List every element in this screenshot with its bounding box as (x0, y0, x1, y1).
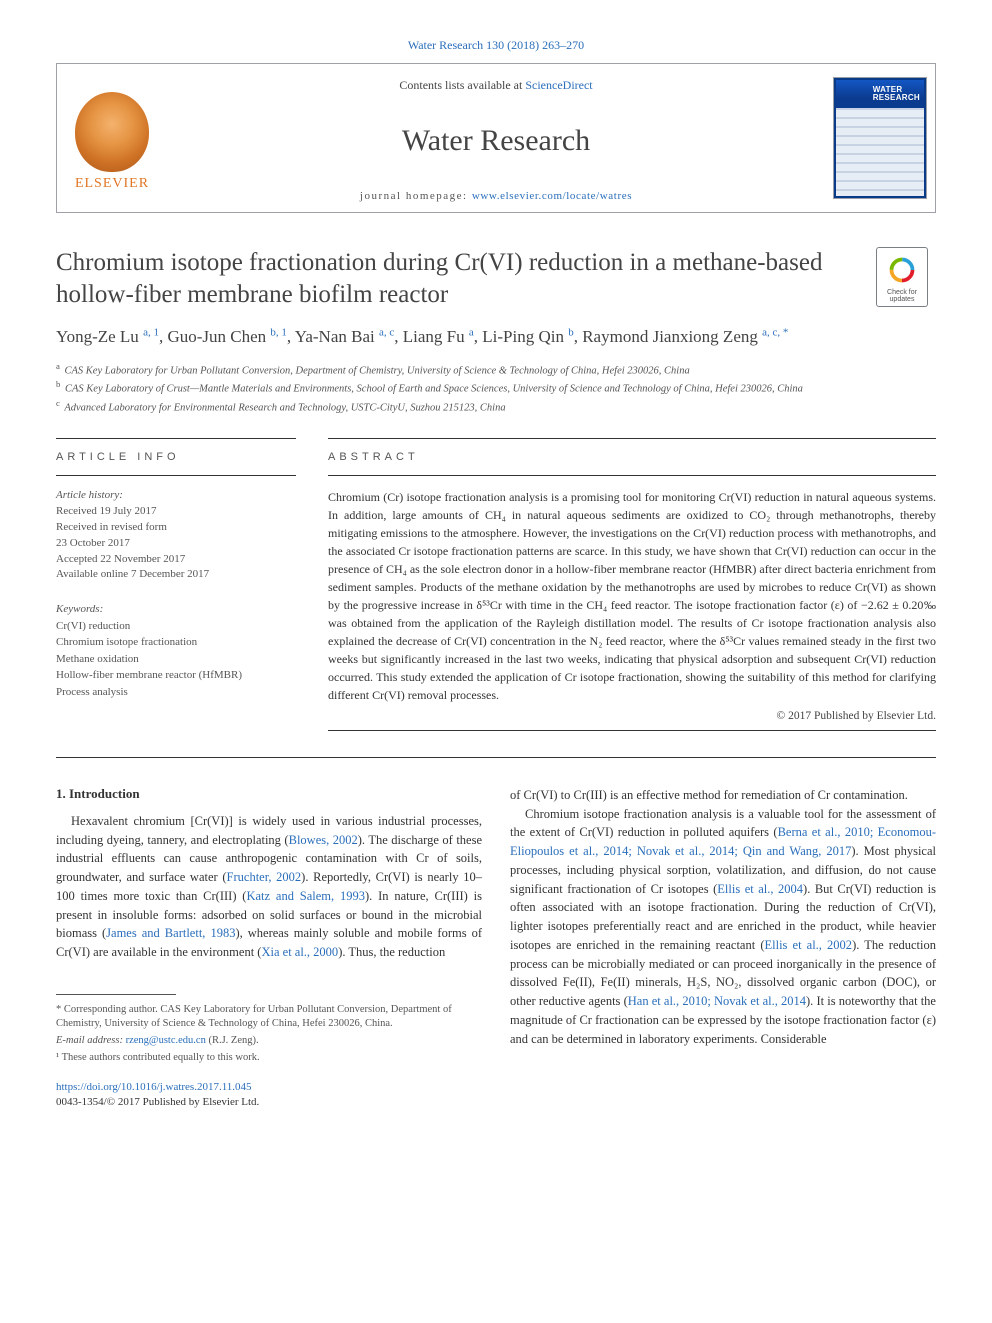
elsevier-wordmark: ELSEVIER (75, 176, 149, 192)
doi-block: https://doi.org/10.1016/j.watres.2017.11… (56, 1080, 482, 1111)
right-column: of Cr(VI) to Cr(III) is an effective met… (510, 786, 936, 1111)
homepage-link[interactable]: www.elsevier.com/locate/watres (472, 190, 632, 202)
abstract-col: ABSTRACT Chromium (Cr) isotope fractiona… (328, 438, 936, 743)
history-block: Article history: Received 19 July 2017 R… (56, 488, 296, 584)
author-list: Yong-Ze Lu a, 1, Guo-Jun Chen b, 1, Ya-N… (56, 325, 936, 350)
cover-badge-text: WATER RESEARCH (873, 86, 920, 102)
body-paragraph: Chromium isotope fractionation analysis … (510, 805, 936, 1049)
affiliations: a CAS Key Laboratory for Urban Pollutant… (56, 360, 936, 416)
full-width-rule (56, 757, 936, 758)
cover-thumb-cell: WATER RESEARCH (825, 64, 935, 212)
issn-line: 0043-1354/© 2017 Published by Elsevier L… (56, 1095, 482, 1110)
keyword: Chromium isotope fractionation (56, 634, 296, 651)
sciencedirect-link[interactable]: ScienceDirect (525, 78, 592, 92)
contents-line: Contents lists available at ScienceDirec… (175, 78, 817, 93)
affiliation-row: a CAS Key Laboratory for Urban Pollutant… (56, 360, 936, 379)
banner-center: Contents lists available at ScienceDirec… (167, 64, 825, 212)
homepage-line: journal homepage: www.elsevier.com/locat… (175, 190, 817, 202)
article-info-col: ARTICLE INFO Article history: Received 1… (56, 438, 296, 743)
section-heading: 1. Introduction (56, 786, 482, 802)
email-link[interactable]: rzeng@ustc.edu.cn (126, 1035, 206, 1046)
doi-link[interactable]: https://doi.org/10.1016/j.watres.2017.11… (56, 1081, 252, 1093)
history-line: Available online 7 December 2017 (56, 567, 296, 583)
body-grid: 1. Introduction Hexavalent chromium [Cr(… (56, 786, 936, 1111)
history-line: Received in revised form (56, 520, 296, 536)
keyword: Process analysis (56, 684, 296, 701)
info-abstract-row: ARTICLE INFO Article history: Received 1… (56, 438, 936, 743)
journal-name: Water Research (175, 124, 817, 158)
corresponding-note: * Corresponding author. CAS Key Laborato… (56, 1003, 482, 1032)
crossmark-icon (887, 255, 917, 285)
homepage-prefix: journal homepage: (360, 190, 472, 202)
email-note: E-mail address: rzeng@ustc.edu.cn (R.J. … (56, 1034, 482, 1049)
keywords-head: Keywords: (56, 601, 296, 618)
cover-top-strip: WATER RESEARCH (836, 80, 924, 108)
elsevier-tree-icon (75, 92, 149, 172)
body-paragraph: of Cr(VI) to Cr(III) is an effective met… (510, 786, 936, 805)
abstract-head: ABSTRACT (328, 451, 936, 463)
journal-cover-thumb: WATER RESEARCH (834, 78, 926, 198)
citation-line: Water Research 130 (2018) 263–270 (56, 38, 936, 53)
affiliation-row: c Advanced Laboratory for Environmental … (56, 397, 936, 416)
keywords-block: Keywords: Cr(VI) reduction Chromium isot… (56, 601, 296, 700)
title-block: Chromium isotope fractionation during Cr… (56, 247, 936, 311)
left-column: 1. Introduction Hexavalent chromium [Cr(… (56, 786, 482, 1111)
citation-text: Water Research 130 (2018) 263–270 (408, 38, 584, 52)
copyright-line: © 2017 Published by Elsevier Ltd. (328, 710, 936, 722)
crossmark-badge[interactable]: Check forupdates (876, 247, 928, 307)
crossmark-label: Check forupdates (887, 289, 917, 304)
cover-waves-icon (836, 108, 924, 196)
article-info-head: ARTICLE INFO (56, 451, 296, 463)
equal-contrib-note: ¹ These authors contributed equally to t… (56, 1051, 482, 1066)
keyword: Cr(VI) reduction (56, 618, 296, 635)
elsevier-logo: ELSEVIER (69, 84, 155, 192)
keyword: Hollow-fiber membrane reactor (HfMBR) (56, 667, 296, 684)
history-line: Received 19 July 2017 (56, 504, 296, 520)
history-line: 23 October 2017 (56, 536, 296, 552)
history-line: Accepted 22 November 2017 (56, 552, 296, 568)
footnote-rule (56, 994, 176, 995)
article-title: Chromium isotope fractionation during Cr… (56, 247, 864, 311)
footnotes: * Corresponding author. CAS Key Laborato… (56, 1003, 482, 1066)
history-head: Article history: (56, 488, 296, 504)
abstract-text: Chromium (Cr) isotope fractionation anal… (328, 488, 936, 704)
publisher-logo-cell: ELSEVIER (57, 64, 167, 212)
keyword: Methane oxidation (56, 651, 296, 668)
body-paragraph: Hexavalent chromium [Cr(VI)] is widely u… (56, 812, 482, 962)
affiliation-row: b CAS Key Laboratory of Crust—Mantle Mat… (56, 378, 936, 397)
journal-banner: ELSEVIER Contents lists available at Sci… (56, 63, 936, 213)
contents-prefix: Contents lists available at (399, 78, 525, 92)
page: Water Research 130 (2018) 263–270 ELSEVI… (0, 0, 992, 1150)
